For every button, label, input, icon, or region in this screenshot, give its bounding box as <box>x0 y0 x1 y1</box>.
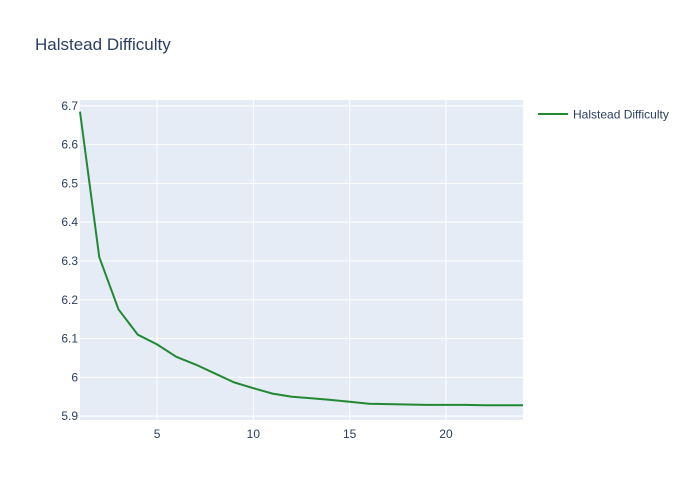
y-axis-ticks: 5.9 6 6.1 6.2 6.3 6.4 6.5 6.6 6.7 <box>61 99 78 423</box>
y-tick-label: 6.7 <box>61 99 78 113</box>
x-tick-label: 20 <box>439 427 453 441</box>
x-tick-label: 15 <box>343 427 357 441</box>
chart-title: Halstead Difficulty <box>35 35 171 54</box>
plot-area <box>80 100 523 420</box>
y-tick-label: 6.5 <box>61 176 78 190</box>
x-tick-label: 5 <box>154 427 161 441</box>
y-tick-label: 5.9 <box>61 409 78 423</box>
y-tick-label: 6.4 <box>61 215 78 229</box>
legend[interactable]: Halstead Difficulty <box>538 108 669 122</box>
y-tick-label: 6.2 <box>61 293 78 307</box>
y-tick-label: 6 <box>71 370 78 384</box>
series-line-halstead-difficulty[interactable] <box>79 111 523 407</box>
x-axis-ticks: 5 10 15 20 <box>154 427 453 441</box>
y-tick-label: 6.6 <box>61 138 78 152</box>
y-tick-label: 6.1 <box>61 332 78 346</box>
x-tick-label: 10 <box>247 427 261 441</box>
y-tick-label: 6.3 <box>61 254 78 268</box>
legend-label: Halstead Difficulty <box>573 108 669 122</box>
grid-lines <box>80 100 523 420</box>
series-layer <box>79 111 523 407</box>
